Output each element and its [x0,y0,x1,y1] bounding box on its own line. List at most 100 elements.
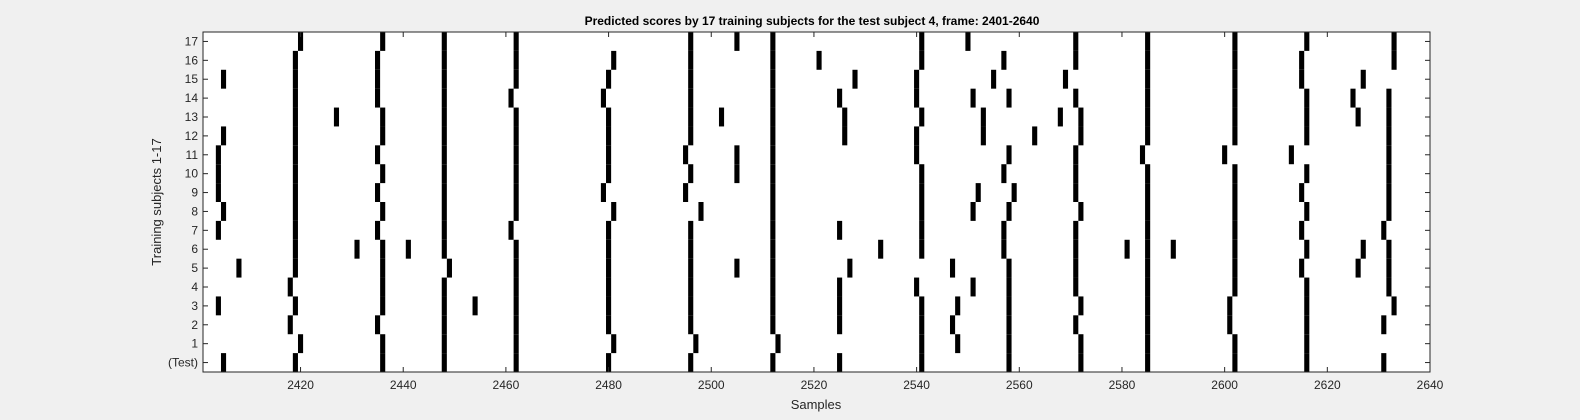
raster-mark [287,277,293,297]
y-tick-label: 6 [191,242,198,256]
raster-mark [1304,239,1310,259]
raster-mark [441,296,447,316]
raster-mark [1304,334,1310,354]
raster-mark [333,107,340,127]
raster-mark [837,353,843,372]
raster-mark [919,296,925,316]
raster-mark [1232,164,1238,184]
raster-mark [513,315,519,335]
raster-mark [1073,277,1079,297]
raster-mark [1006,145,1012,165]
raster-mark [770,32,776,51]
raster-mark [375,315,381,335]
raster-mark [441,88,447,108]
raster-mark [837,315,843,335]
raster-mark [1232,126,1238,146]
raster-mark [1304,277,1310,297]
raster-mark [770,164,776,184]
raster-mark [215,183,221,202]
raster-mark [919,107,925,127]
raster-mark [1360,239,1366,259]
raster-mark [980,107,986,127]
raster-marks [215,32,1397,372]
raster-mark [1145,88,1151,108]
raster-mark [914,69,920,89]
y-tick-label: 4 [191,280,198,294]
raster-mark [405,239,411,259]
raster-mark [1304,353,1310,372]
y-tick-label: 16 [185,53,199,67]
raster-mark [1355,258,1361,278]
raster-mark [1232,353,1238,372]
raster-mark [1386,277,1392,297]
raster-mark [688,69,694,89]
plot-frame [202,31,1431,373]
raster-mark [472,296,478,316]
y-tick-label: 7 [191,223,198,237]
raster-mark [1386,107,1392,127]
raster-mark [975,183,981,202]
raster-mark [1145,107,1151,127]
raster-mark [606,239,612,259]
raster-mark [220,69,227,89]
raster-mark [380,202,386,221]
raster-mark [513,126,519,146]
raster-mark [441,220,447,240]
raster-mark [600,183,606,202]
raster-mark [878,239,884,259]
raster-mark [1073,315,1079,335]
raster-mark [1073,183,1079,202]
y-tick-label: (Test) [168,356,198,370]
raster-mark [606,277,612,297]
raster-mark [292,88,298,108]
x-tick-label: 2580 [1109,378,1136,392]
raster-mark [1232,107,1238,127]
y-tick-label: 8 [191,204,198,218]
raster-mark [513,107,519,127]
raster-mark [1073,32,1079,51]
raster-mark [611,50,617,70]
raster-mark [292,69,298,89]
raster-mark [1001,164,1007,184]
raster-mark [292,50,298,70]
raster-mark [1232,88,1238,108]
raster-mark [949,315,956,335]
raster-mark [513,296,519,316]
raster-mark [513,239,519,259]
raster-mark [375,88,381,108]
raster-mark [1222,145,1228,165]
raster-mark [513,69,519,89]
raster-mark [919,334,925,354]
raster-mark [606,296,612,316]
raster-mark [611,202,617,221]
raster-mark [688,50,694,70]
raster-mark [1381,315,1387,335]
raster-mark [380,277,386,297]
raster-mark [1001,220,1007,240]
raster-mark [914,145,920,165]
raster-mark [919,353,925,372]
y-tick-label: 1 [191,337,198,351]
raster-mark [914,88,920,108]
raster-mark [220,353,227,372]
raster-mark [1304,296,1310,316]
raster-mark [1011,183,1017,202]
raster-mark [287,315,293,335]
raster-mark [837,296,843,316]
x-tick-label: 2620 [1314,378,1341,392]
raster-mark [513,258,519,278]
raster-mark [1145,50,1151,70]
raster-mark [1355,107,1361,127]
raster-mark [1124,239,1130,259]
raster-mark [688,32,694,51]
raster-mark [441,32,447,51]
raster-mark [770,183,776,202]
y-tick-label: 13 [185,110,199,124]
raster-mark [441,334,447,354]
raster-mark [508,88,514,108]
raster-mark [1073,258,1079,278]
raster-mark [606,220,612,240]
